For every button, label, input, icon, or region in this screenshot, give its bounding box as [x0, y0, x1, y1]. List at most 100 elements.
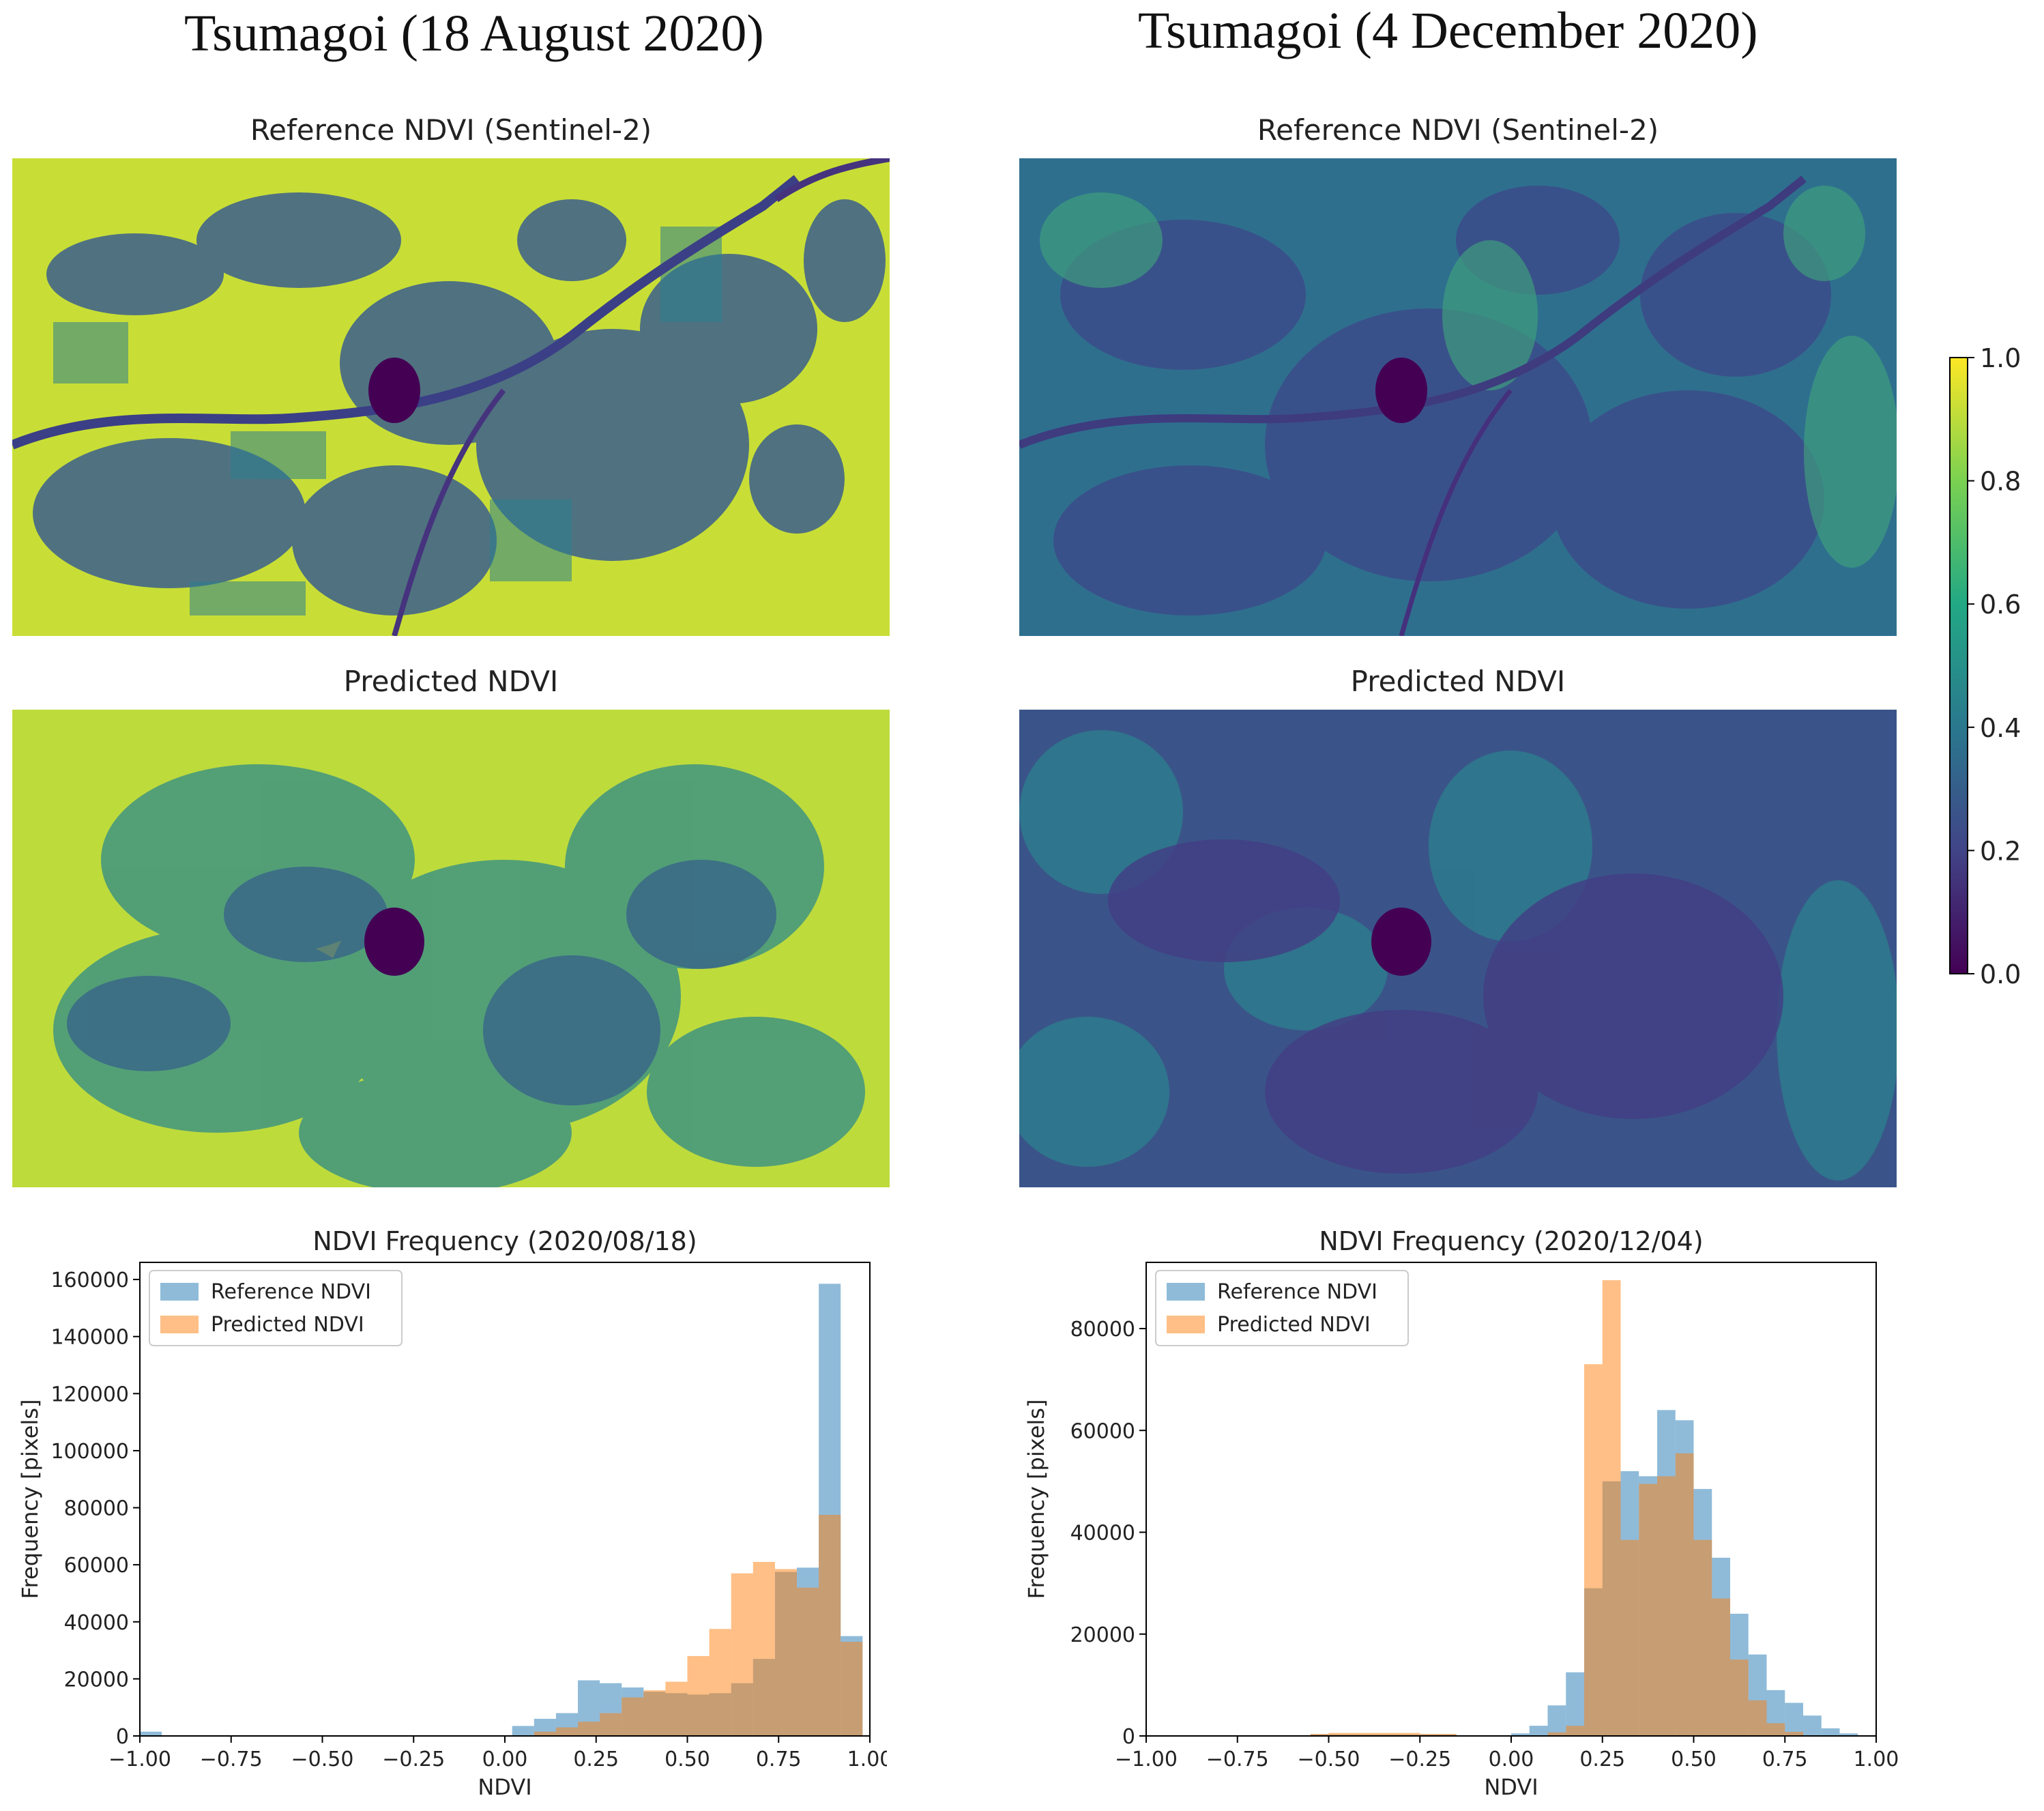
predicted-bar — [1675, 1453, 1694, 1736]
legend-label: Reference NDVI — [1217, 1280, 1377, 1304]
legend-label: Predicted NDVI — [211, 1313, 364, 1337]
reference-bar — [1547, 1705, 1566, 1736]
predicted-bar — [1310, 1734, 1329, 1736]
right-site-title: Tsumagoi (4 December 2020) — [1138, 2, 1758, 59]
predicted-bar — [1657, 1476, 1676, 1736]
legend-box — [1155, 1270, 1409, 1346]
reference-bar — [1529, 1726, 1548, 1736]
predicted-bar — [578, 1722, 600, 1736]
x-tick-label: 0.25 — [573, 1748, 619, 1771]
y-tick-label: 100000 — [50, 1440, 129, 1464]
x-tick-label: 0.25 — [1579, 1748, 1625, 1771]
x-tick-label: 0.75 — [756, 1748, 802, 1771]
predicted-bar — [687, 1655, 710, 1736]
colorbar-tick-label: 0.0 — [1980, 959, 2021, 989]
legend-swatch — [160, 1283, 199, 1301]
predicted-bar — [534, 1731, 556, 1736]
y-tick-label: 20000 — [1070, 1623, 1135, 1647]
legend-swatch — [160, 1316, 199, 1333]
right-predicted-ndvi-map — [1019, 710, 1897, 1187]
chart-title: NDVI Frequency (2020/12/04) — [1319, 1226, 1703, 1256]
x-tick-label: −0.50 — [291, 1748, 354, 1771]
predicted-bar — [1620, 1539, 1639, 1736]
x-tick-label: −0.50 — [1298, 1748, 1360, 1771]
predicted-bar — [774, 1569, 797, 1736]
x-tick-label: 0.50 — [1671, 1748, 1717, 1771]
predicted-bar — [1748, 1700, 1767, 1736]
legend-label: Reference NDVI — [211, 1280, 371, 1304]
predicted-bar — [731, 1573, 753, 1736]
reference-bar — [512, 1726, 534, 1736]
x-tick-label: −0.25 — [1388, 1748, 1451, 1771]
predicted-bar — [1347, 1733, 1365, 1736]
predicted-bar — [819, 1514, 841, 1736]
reference-bar — [1821, 1728, 1840, 1736]
predicted-bar — [1639, 1483, 1657, 1736]
colorbar-tick-label: 1.0 — [1980, 343, 2021, 373]
y-tick-label: 140000 — [50, 1326, 129, 1350]
left-reference-title: Reference NDVI (Sentinel-2) — [250, 113, 652, 147]
x-tick-label: −0.75 — [200, 1748, 263, 1771]
ndvi-colorbar: 0.0 0.2 0.4 0.6 0.8 1.0 — [1949, 343, 2021, 989]
x-axis-label: NDVI — [478, 1774, 531, 1800]
left-predicted-ndvi-map — [12, 710, 890, 1187]
predicted-bar — [555, 1727, 578, 1736]
predicted-bar — [1785, 1732, 1803, 1736]
y-tick-label: 60000 — [64, 1554, 129, 1578]
predicted-bar — [600, 1713, 622, 1736]
left-site-title: Tsumagoi (18 August 2020) — [184, 5, 764, 62]
predicted-bar — [1328, 1733, 1347, 1736]
y-axis-label: Frequency [pixels] — [1023, 1400, 1049, 1599]
predicted-bar — [1420, 1734, 1438, 1736]
predicted-bar — [709, 1629, 731, 1736]
legend-label: Predicted NDVI — [1217, 1313, 1371, 1337]
y-tick-label: 120000 — [50, 1382, 129, 1406]
predicted-bar — [841, 1642, 863, 1736]
predicted-bar — [1602, 1280, 1621, 1736]
colorbar-tick-label: 0.8 — [1980, 467, 2021, 497]
legend: Reference NDVI Predicted NDVI — [1155, 1270, 1409, 1346]
predicted-bar — [1766, 1723, 1785, 1736]
x-tick-label: −1.00 — [1115, 1748, 1178, 1771]
predicted-bar — [797, 1587, 819, 1736]
predicted-bar — [1730, 1660, 1749, 1736]
reference-bar — [1785, 1703, 1803, 1736]
y-tick-label: 60000 — [1070, 1419, 1135, 1443]
y-tick-label: 40000 — [64, 1611, 129, 1635]
histogram-august: NDVI Frequency (2020/08/18) −1.00 −0.75 −0.… — [17, 1226, 887, 1800]
y-tick-label: 80000 — [1070, 1318, 1135, 1342]
predicted-bar — [1401, 1733, 1420, 1736]
legend-swatch — [1167, 1283, 1205, 1301]
colorbar-tick-label: 0.2 — [1980, 836, 2021, 866]
x-axis-label: NDVI — [1484, 1774, 1538, 1800]
predicted-bar — [622, 1697, 644, 1736]
reference-bar — [1839, 1733, 1858, 1736]
y-tick-label: 20000 — [64, 1668, 129, 1692]
y-tick-label: 0 — [116, 1725, 129, 1749]
predicted-bar — [1584, 1364, 1603, 1736]
colorbar-tick-label: 0.6 — [1980, 590, 2021, 620]
x-tick-label: 1.00 — [1854, 1748, 1899, 1771]
right-reference-title: Reference NDVI (Sentinel-2) — [1257, 113, 1659, 147]
legend: Reference NDVI Predicted NDVI — [149, 1270, 403, 1346]
predicted-bar — [1693, 1539, 1712, 1736]
colorbar-tick-label: 0.4 — [1980, 713, 2021, 743]
y-axis-label: Frequency [pixels] — [17, 1400, 43, 1599]
predicted-bar — [665, 1681, 688, 1736]
legend-swatch — [1167, 1316, 1205, 1333]
histogram-december: NDVI Frequency (2020/12/04) −1.00 −0.75 −0.… — [1023, 1226, 1899, 1800]
predicted-bar — [643, 1690, 666, 1736]
x-tick-label: 0.50 — [665, 1748, 710, 1771]
x-tick-label: 0.75 — [1762, 1748, 1808, 1771]
y-tick-label: 80000 — [64, 1497, 129, 1521]
reference-bar — [140, 1731, 162, 1736]
left-reference-ndvi-map — [12, 158, 890, 636]
left-predicted-title: Predicted NDVI — [343, 665, 559, 698]
predicted-bar — [1547, 1732, 1566, 1736]
y-tick-label: 0 — [1122, 1725, 1135, 1749]
right-predicted-title: Predicted NDVI — [1350, 665, 1566, 698]
predicted-bar — [1712, 1598, 1730, 1736]
right-reference-ndvi-map — [1019, 158, 1897, 636]
predicted-bar — [753, 1561, 775, 1736]
chart-title: NDVI Frequency (2020/08/18) — [312, 1226, 697, 1256]
